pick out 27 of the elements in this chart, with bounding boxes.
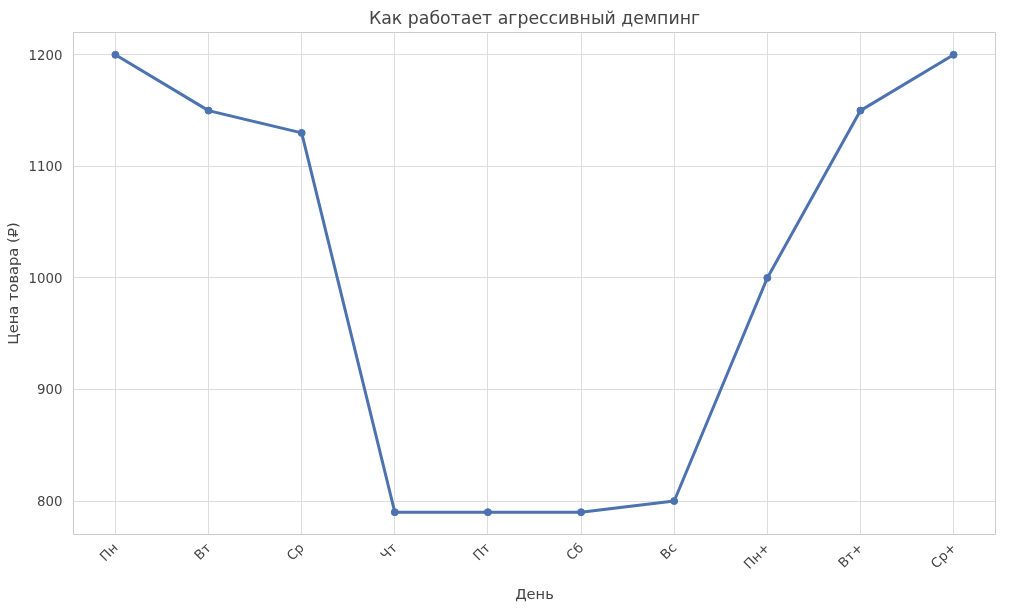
chart-title: Как работает агрессивный демпинг: [368, 7, 701, 28]
x-tick-label: Сб: [563, 540, 587, 564]
x-tick-label: Пн: [96, 540, 121, 565]
x-tick-label: Чт: [377, 540, 401, 563]
point: [670, 497, 679, 506]
point: [483, 508, 492, 517]
y-tick-label: 1100: [28, 159, 63, 175]
point: [297, 128, 306, 137]
point: [763, 273, 772, 282]
x-tick-label: Пт: [470, 540, 494, 564]
point: [949, 50, 958, 59]
point: [111, 50, 120, 59]
x-tick-label: Вт+: [835, 540, 866, 571]
x-tick-label: Ср: [283, 540, 307, 564]
x-tick-label: Вт: [191, 540, 215, 563]
point: [204, 106, 213, 115]
y-tick-label: 1200: [28, 47, 63, 63]
point: [577, 508, 586, 517]
point: [856, 106, 865, 115]
y-tick-label: 800: [37, 494, 63, 510]
x-axis-title: День: [515, 585, 554, 603]
x-tick-label: Вс: [657, 540, 680, 563]
y-tick-label: 1000: [28, 270, 63, 286]
point: [390, 508, 399, 517]
x-tick-label: Ср+: [927, 540, 959, 572]
y-axis-title: Цена товара (₽): [3, 222, 21, 345]
y-tick-label: 900: [37, 382, 63, 398]
